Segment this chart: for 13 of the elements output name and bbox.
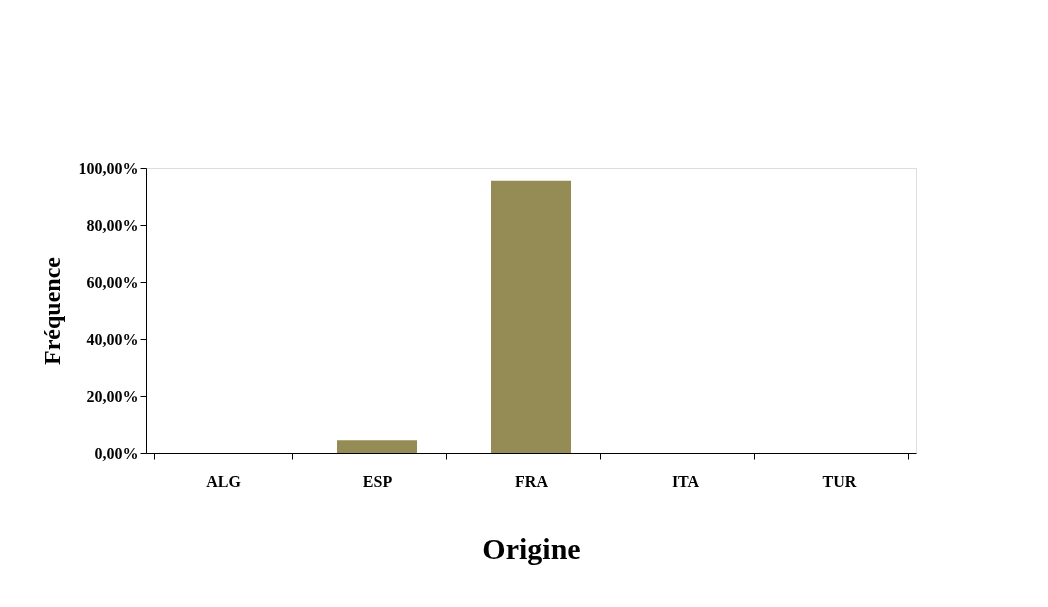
y-axis-title: Fréquence	[38, 256, 65, 365]
x-tick-label: FRA	[515, 472, 549, 490]
x-tick-label: ITA	[671, 472, 700, 490]
y-tick-label: 60,00%	[86, 273, 139, 291]
y-tick-label: 40,00%	[86, 330, 139, 348]
y-tick-label: 80,00%	[86, 216, 139, 234]
x-tick-label: ALG	[206, 472, 242, 490]
x-axis-title: Origine	[482, 531, 581, 565]
x-tick-label: ESP	[362, 472, 393, 490]
y-tick-label: 20,00%	[86, 387, 139, 405]
x-tick-label: TUR	[822, 472, 857, 490]
y-tick-label: 100,00%	[78, 159, 139, 177]
y-tick-label: 0,00%	[94, 444, 139, 462]
